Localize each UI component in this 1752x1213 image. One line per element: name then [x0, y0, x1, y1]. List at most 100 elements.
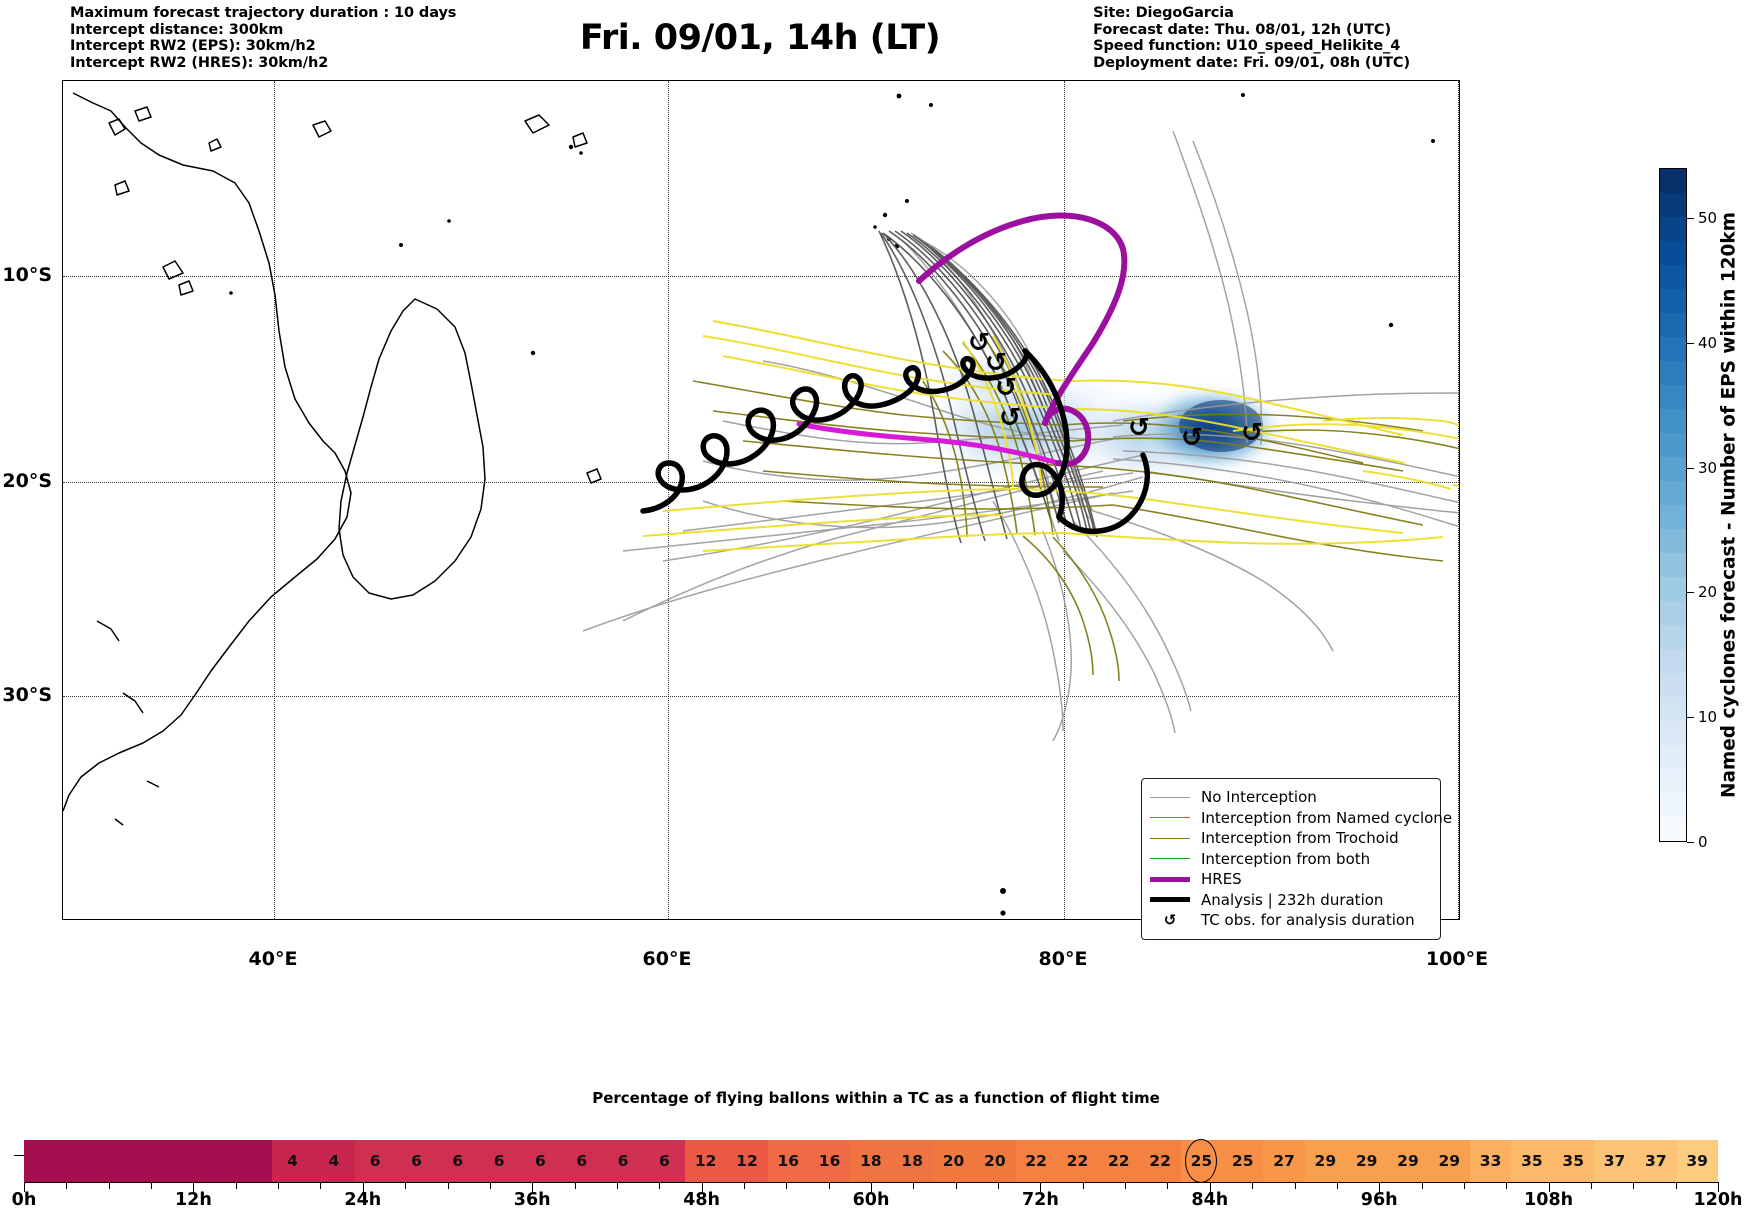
- legend-item-tc-obs: ↺ TC obs. for analysis duration: [1150, 910, 1430, 931]
- percentage-cell: 25: [1180, 1139, 1223, 1183]
- eps-colorbar: [1659, 168, 1687, 842]
- colorbar-tick-0: 0: [1687, 833, 1708, 851]
- page-title: Fri. 09/01, 14h (LT): [579, 18, 941, 58]
- percentage-axis-label: 0h: [11, 1190, 37, 1210]
- legend-swatch-named-cyclone: [1150, 817, 1190, 819]
- percentage-cell: 6: [437, 1140, 479, 1182]
- cyclone-icon: ↺: [1163, 911, 1177, 930]
- legend-item-trochoid: Interception from Trochoid: [1150, 828, 1430, 849]
- percentage-axis-label: 48h: [683, 1190, 720, 1210]
- percentage-bar: 4 4 6 6 6 6 6 6 6 6 12 12 16 16 18 18 20 20 22 22 22 22 25 25 27…: [24, 1139, 1718, 1183]
- percentage-axis-tick: [1082, 1182, 1084, 1189]
- percentage-cell: 22: [1098, 1140, 1140, 1182]
- percentage-axis-tick: [24, 1182, 25, 1192]
- colorbar-axis-label: Named cyclones forecast - Number of EPS …: [1714, 0, 1744, 1010]
- percentage-axis-tick: [1633, 1182, 1635, 1189]
- colorbar-tick-10: 10: [1687, 708, 1717, 726]
- percentage-axis-tick: [66, 1182, 68, 1189]
- lon-tick-80E: 80°E: [1038, 948, 1088, 970]
- colorbar-ticks: 0 10 20 30 40 50: [1687, 168, 1737, 851]
- percentage-axis-label: 60h: [852, 1190, 890, 1210]
- colorbar-tick-50: 50: [1687, 209, 1717, 227]
- map-graphics: ↺ ↺ ↺ ↺ ↺ ↺ ↺: [63, 92, 1459, 916]
- percentage-cell: 12: [685, 1140, 727, 1182]
- percentage-axis-tick: [1718, 1182, 1719, 1192]
- percentage-bar-axis: [24, 1182, 1719, 1194]
- svg-text:↺: ↺: [995, 373, 1017, 403]
- legend-swatch-analysis: [1150, 897, 1190, 903]
- percentage-axis-tick: [701, 1182, 703, 1192]
- legend-label-tc-obs: TC obs. for analysis duration: [1201, 911, 1415, 930]
- map-legend: No Interception Interception from Named …: [1141, 778, 1452, 940]
- percentage-cell: [106, 1140, 148, 1182]
- percentage-cell: 37: [1593, 1140, 1636, 1182]
- percentage-cell: 22: [1056, 1140, 1099, 1182]
- gridline-lat-10S: [63, 276, 1459, 277]
- svg-text:↺: ↺: [1181, 423, 1203, 453]
- percentage-axis-tick: [1675, 1182, 1677, 1189]
- coastline-group: [63, 92, 602, 826]
- percentage-cell: 35: [1511, 1140, 1553, 1182]
- lat-tick-30S: 30°S: [2, 684, 52, 706]
- legend-label-both: Interception from both: [1201, 849, 1371, 868]
- svg-text:↺: ↺: [985, 348, 1007, 378]
- percentage-axis-tick: [489, 1182, 491, 1189]
- percentage-axis-tick: [574, 1182, 576, 1189]
- percentage-axis-label: 120h: [1693, 1190, 1743, 1210]
- percentage-axis-tick: [278, 1182, 280, 1189]
- legend-label-analysis: Analysis | 232h duration: [1201, 890, 1384, 909]
- legend-item-named-cyclone: Interception from Named cyclone: [1150, 808, 1452, 829]
- legend-label-named-cyclone: Interception from Named cyclone: [1201, 808, 1453, 827]
- percentage-cell: 22: [1139, 1140, 1181, 1182]
- lon-tick-100E: 100°E: [1425, 948, 1489, 970]
- percentage-axis-tick: [1590, 1182, 1592, 1189]
- lat-tick-20S: 20°S: [2, 470, 52, 492]
- percentage-axis-tick: [447, 1182, 449, 1189]
- percentage-cell: 6: [519, 1140, 562, 1182]
- percentage-axis-tick: [871, 1182, 872, 1192]
- header-right-block: Site: DiegoGarcia Forecast date: Thu. 08…: [1093, 5, 1410, 71]
- svg-text:↺: ↺: [968, 328, 990, 358]
- gridline-lon-40: [274, 81, 275, 919]
- percentage-cell: 16: [808, 1140, 851, 1182]
- legend-item-no-interception: No Interception: [1150, 787, 1430, 808]
- percentage-cell: 6: [643, 1140, 685, 1182]
- percentage-cell: [230, 1140, 272, 1182]
- percentage-cell: [189, 1140, 231, 1182]
- legend-item-hres: HRES: [1150, 869, 1430, 890]
- percentage-cell: 16: [767, 1140, 809, 1182]
- percentage-cell: [65, 1140, 107, 1182]
- speed-function-line: Speed function: U10_speed_Helikite_4: [1093, 38, 1401, 54]
- analysis-track-east: [1056, 452, 1150, 535]
- percentage-cell: 29: [1428, 1140, 1470, 1182]
- svg-text:↺: ↺: [1128, 413, 1150, 443]
- percentage-axis-tick: [1040, 1182, 1042, 1192]
- percentage-axis-tick: [1379, 1182, 1381, 1192]
- percentage-axis-tick: [1294, 1182, 1296, 1189]
- percentage-cell: 29: [1346, 1140, 1388, 1182]
- deployment-date-line: Deployment date: Fri. 09/01, 08h (UTC): [1093, 54, 1410, 71]
- percentage-axis-tick: [108, 1182, 110, 1189]
- percentage-cell: 6: [354, 1140, 396, 1182]
- legend-label-no-interception: No Interception: [1201, 788, 1317, 807]
- percentage-cell: 20: [974, 1140, 1016, 1182]
- legend-swatch-no-interception: [1150, 796, 1190, 798]
- percentage-cell: 18: [850, 1140, 892, 1182]
- percentage-axis-label: 72h: [1021, 1190, 1059, 1210]
- percentage-axis-tick: [151, 1182, 153, 1189]
- legend-swatch-hres: [1150, 876, 1190, 882]
- percentage-cell: 12: [726, 1140, 768, 1182]
- percentage-cell: 6: [395, 1140, 438, 1182]
- percentage-axis-tick: [955, 1182, 957, 1189]
- svg-text:↺: ↺: [1241, 418, 1263, 448]
- percentage-axis-tick: [1421, 1182, 1423, 1189]
- colorbar-label-text: Named cyclones forecast - Number of EPS …: [1718, 211, 1740, 799]
- percentage-axis-tick: [998, 1182, 1000, 1189]
- header-left-line-1: Maximum forecast trajectory duration : 1…: [70, 5, 457, 21]
- percentage-axis-tick: [828, 1182, 830, 1189]
- percentage-cell: 29: [1304, 1140, 1346, 1182]
- percentage-axis-tick: [1506, 1182, 1508, 1189]
- percentage-axis-tick: [1548, 1182, 1550, 1192]
- percentage-axis-label: 108h: [1524, 1190, 1574, 1210]
- hres-track-west: [796, 421, 1061, 466]
